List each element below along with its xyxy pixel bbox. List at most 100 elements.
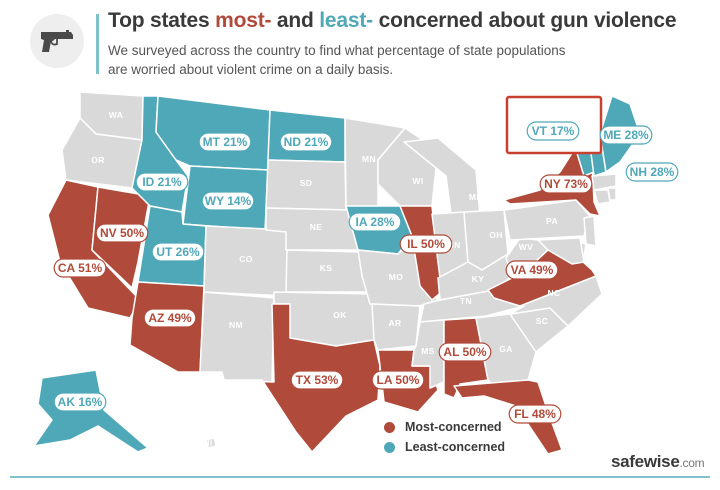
state-abbr-nm: NM xyxy=(229,320,243,330)
state-abbr-wi: WI xyxy=(412,176,423,186)
state-abbr-ar: AR xyxy=(388,318,401,328)
state-ri xyxy=(607,187,617,201)
state-ct xyxy=(593,189,611,205)
state-label-text: VA 49% xyxy=(511,263,554,277)
state-label-az: AZ 49% xyxy=(143,308,197,328)
state-abbr-ga: GA xyxy=(499,344,513,354)
handgun-icon xyxy=(30,14,84,68)
state-label-pill xyxy=(625,162,679,182)
state-label-pill xyxy=(599,125,653,145)
state-label-il: IL 50% xyxy=(399,234,453,254)
state-abbr-ne: NE xyxy=(310,222,323,232)
state-abbr-ms: MS xyxy=(421,346,435,356)
state-ar xyxy=(371,303,421,351)
state-label-text: WY 14% xyxy=(205,194,252,208)
legend-most-swatch xyxy=(384,421,395,433)
state-label-pill xyxy=(279,132,333,152)
header: Top states most- and least- concerned ab… xyxy=(0,0,720,82)
state-abbr-sc: SC xyxy=(536,316,549,326)
state-label-pill xyxy=(399,234,453,254)
state-label-ia: IA 28% xyxy=(348,212,402,232)
state-label-pill xyxy=(198,132,252,152)
legend: Most-concerned Least-concerned xyxy=(384,420,505,460)
state-abbr-hi: HI xyxy=(203,438,212,448)
state-abbr-or: OR xyxy=(91,155,105,165)
state-nc xyxy=(509,275,603,327)
state-abbr-ok: OK xyxy=(333,310,347,320)
state-abbr-mn: MN xyxy=(362,154,376,164)
state-fl xyxy=(453,379,563,455)
state-label-pill xyxy=(505,260,559,280)
state-abbr-co: CO xyxy=(239,254,253,264)
state-label-ut: UT 26% xyxy=(151,242,205,262)
state-abbr-mi: MI xyxy=(469,192,479,202)
state-abbr-ky: KY xyxy=(472,274,485,284)
state-abbr-wa: WA xyxy=(109,110,124,120)
state-hi xyxy=(205,437,217,449)
state-label-text: AL 50% xyxy=(443,345,486,359)
title-most: most- xyxy=(215,9,272,32)
state-label-pill xyxy=(371,370,425,390)
state-abbr-tn: TN xyxy=(460,296,472,306)
state-label-text: UT 26% xyxy=(156,245,200,259)
state-label-ak: AK 16% xyxy=(53,392,107,412)
state-label-pill xyxy=(201,191,255,211)
title-least: least- xyxy=(319,9,373,32)
state-label-vt: VT 17% xyxy=(526,121,580,141)
state-label-text: ND 21% xyxy=(284,135,329,149)
state-abbr-oh: OH xyxy=(489,230,503,240)
title-post: concerned about gun violence xyxy=(372,9,677,32)
state-label-al: AL 50% xyxy=(438,342,492,362)
state-abbr-nc: NC xyxy=(547,288,560,298)
brand-suffix: .com xyxy=(679,456,705,470)
brand-logo: safewise.com xyxy=(611,452,705,472)
state-abbr-pa: PA xyxy=(546,216,558,226)
state-label-pill xyxy=(53,392,107,412)
state-label-pill xyxy=(95,223,149,243)
state-label-text: NH 28% xyxy=(630,165,675,179)
state-label-id: ID 21% xyxy=(135,172,189,192)
state-label-fl: FL 48% xyxy=(508,404,562,424)
page-subtitle: We surveyed across the country to find w… xyxy=(108,43,566,77)
state-label-text: NY 73% xyxy=(544,177,588,191)
footer-rule xyxy=(10,476,710,478)
state-nm xyxy=(199,291,275,383)
state-label-pill xyxy=(348,212,402,232)
page-title: Top states most- and least- concerned ab… xyxy=(108,9,677,33)
state-label-me: ME 28% xyxy=(599,125,653,145)
state-abbr-sd: SD xyxy=(300,178,313,188)
state-label-text: ID 21% xyxy=(142,175,182,189)
state-label-pill xyxy=(151,242,205,262)
state-nj xyxy=(583,215,597,247)
state-label-pill xyxy=(135,172,189,192)
title-pre: Top states xyxy=(108,9,216,32)
legend-item-least: Least-concerned xyxy=(384,440,505,454)
state-label-text: TX 53% xyxy=(296,373,339,387)
legend-most-label: Most-concerned xyxy=(405,420,502,434)
state-md xyxy=(537,237,585,265)
state-label-text: ME 28% xyxy=(603,128,649,142)
state-abbr-in: IN xyxy=(451,240,460,250)
state-label-text: FL 48% xyxy=(514,407,556,421)
state-label-tx: TX 53% xyxy=(290,370,344,390)
state-label-text: AZ 49% xyxy=(148,311,192,325)
state-label-va: VA 49% xyxy=(505,260,559,280)
state-label-text: IL 50% xyxy=(407,237,445,251)
legend-least-swatch xyxy=(384,441,395,453)
legend-least-label: Least-concerned xyxy=(405,440,506,454)
state-label-text: MT 21% xyxy=(203,135,248,149)
state-label-text: LA 50% xyxy=(377,373,420,387)
state-abbr-wv: WV xyxy=(519,242,534,252)
state-abbr-mo: MO xyxy=(389,272,404,282)
title-mid: and xyxy=(271,9,320,32)
state-ma xyxy=(591,173,617,191)
state-label-text: CA 51% xyxy=(58,261,103,275)
state-label-text: NV 50% xyxy=(100,226,144,240)
state-label-nv: NV 50% xyxy=(95,223,149,243)
state-label-pill xyxy=(53,258,107,278)
state-label-pill xyxy=(290,370,344,390)
state-label-pill xyxy=(539,174,593,194)
state-label-text: VT 17% xyxy=(532,124,575,138)
state-label-ny: NY 73% xyxy=(539,174,593,194)
